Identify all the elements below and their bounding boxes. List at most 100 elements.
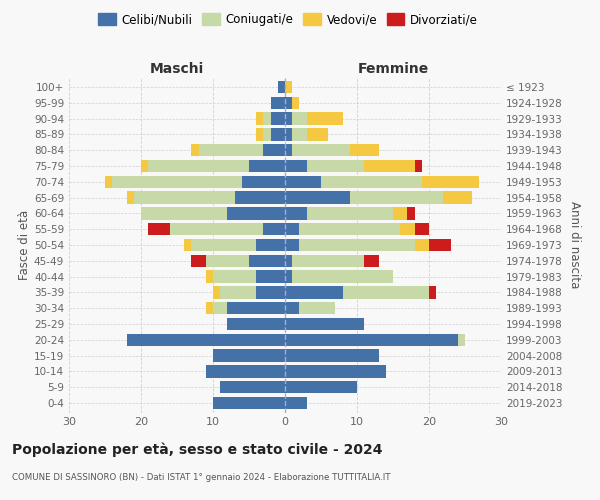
Bar	[285, 144, 292, 156]
Bar	[350, 192, 443, 204]
Bar	[148, 223, 170, 235]
Bar	[299, 239, 415, 251]
Bar	[400, 223, 415, 235]
Bar	[220, 381, 285, 394]
Bar	[285, 302, 299, 314]
Bar	[292, 96, 299, 109]
Bar	[263, 128, 271, 140]
Bar	[407, 207, 415, 220]
Bar	[242, 176, 285, 188]
Bar	[256, 128, 263, 140]
Bar	[105, 176, 112, 188]
Bar	[285, 254, 292, 267]
Y-axis label: Anni di nascita: Anni di nascita	[568, 202, 581, 288]
Bar	[206, 302, 213, 314]
Bar	[184, 239, 191, 251]
Bar	[429, 286, 436, 298]
Bar	[206, 366, 285, 378]
Bar	[285, 223, 299, 235]
Bar	[256, 112, 263, 124]
Bar	[127, 334, 285, 346]
Bar	[285, 397, 307, 409]
Bar	[191, 144, 199, 156]
Bar	[263, 144, 285, 156]
Bar	[415, 223, 429, 235]
Bar	[307, 207, 393, 220]
Bar	[285, 366, 386, 378]
Bar	[206, 254, 249, 267]
Bar	[134, 192, 235, 204]
Text: Maschi: Maschi	[150, 62, 204, 76]
Y-axis label: Fasce di età: Fasce di età	[18, 210, 31, 280]
Bar	[141, 160, 148, 172]
Bar	[141, 207, 227, 220]
Bar	[227, 302, 285, 314]
Bar	[148, 160, 249, 172]
Bar	[227, 318, 285, 330]
Bar	[213, 397, 285, 409]
Bar	[343, 286, 429, 298]
Bar	[429, 239, 451, 251]
Text: Femmine: Femmine	[358, 62, 428, 76]
Bar	[285, 334, 458, 346]
Bar	[285, 270, 292, 283]
Bar	[263, 223, 285, 235]
Bar	[292, 270, 393, 283]
Bar	[364, 160, 415, 172]
Bar	[292, 112, 307, 124]
Bar	[285, 286, 343, 298]
Bar	[263, 112, 271, 124]
Bar	[393, 207, 407, 220]
Bar	[213, 302, 227, 314]
Bar	[292, 254, 364, 267]
Bar	[271, 112, 285, 124]
Bar	[285, 318, 364, 330]
Bar	[127, 192, 134, 204]
Bar	[249, 254, 285, 267]
Bar	[235, 192, 285, 204]
Bar	[271, 128, 285, 140]
Bar	[278, 81, 285, 93]
Bar	[415, 160, 422, 172]
Bar	[321, 176, 422, 188]
Bar	[213, 270, 256, 283]
Bar	[415, 239, 429, 251]
Bar	[170, 223, 263, 235]
Bar	[285, 350, 379, 362]
Bar	[307, 128, 328, 140]
Bar	[249, 160, 285, 172]
Bar	[307, 112, 343, 124]
Bar	[112, 176, 242, 188]
Bar	[285, 381, 357, 394]
Text: COMUNE DI SASSINORO (BN) - Dati ISTAT 1° gennaio 2024 - Elaborazione TUTTITALIA.: COMUNE DI SASSINORO (BN) - Dati ISTAT 1°…	[12, 472, 391, 482]
Bar	[292, 144, 350, 156]
Bar	[285, 128, 292, 140]
Text: Popolazione per età, sesso e stato civile - 2024: Popolazione per età, sesso e stato civil…	[12, 442, 383, 457]
Bar	[285, 160, 307, 172]
Bar	[213, 350, 285, 362]
Bar	[285, 112, 292, 124]
Bar	[422, 176, 479, 188]
Bar	[307, 160, 364, 172]
Bar	[285, 207, 307, 220]
Bar	[299, 223, 400, 235]
Legend: Celibi/Nubili, Coniugati/e, Vedovi/e, Divorziati/e: Celibi/Nubili, Coniugati/e, Vedovi/e, Di…	[93, 8, 483, 31]
Bar	[191, 239, 256, 251]
Bar	[299, 302, 335, 314]
Bar	[206, 270, 213, 283]
Bar	[285, 81, 292, 93]
Bar	[256, 239, 285, 251]
Bar	[364, 254, 379, 267]
Bar	[256, 286, 285, 298]
Bar	[292, 128, 307, 140]
Bar	[271, 96, 285, 109]
Bar	[199, 144, 263, 156]
Bar	[220, 286, 256, 298]
Bar	[285, 96, 292, 109]
Bar	[227, 207, 285, 220]
Bar	[213, 286, 220, 298]
Bar	[458, 334, 465, 346]
Bar	[350, 144, 379, 156]
Bar	[443, 192, 472, 204]
Bar	[285, 176, 321, 188]
